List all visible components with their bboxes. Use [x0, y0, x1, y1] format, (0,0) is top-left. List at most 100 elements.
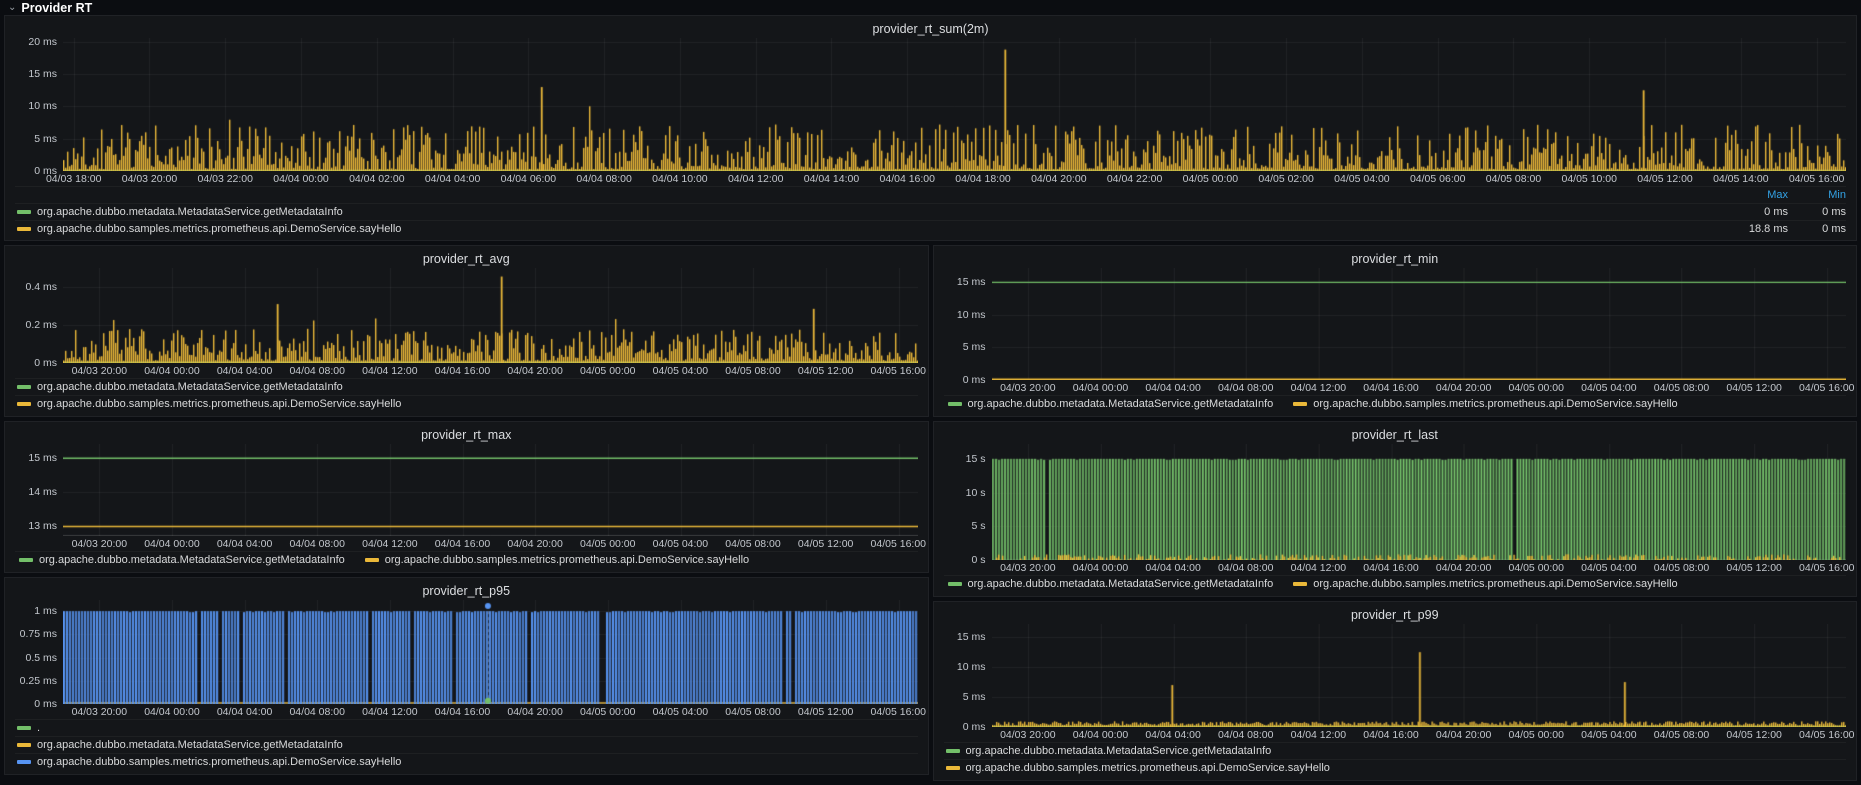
legend-color-swatch[interactable]	[17, 743, 31, 747]
legend-series-label[interactable]: org.apache.dubbo.samples.metrics.prometh…	[37, 223, 1730, 235]
legend-series-label[interactable]: org.apache.dubbo.metadata.MetadataServic…	[37, 206, 1730, 218]
y-axis-tick-label: 0 ms	[963, 373, 986, 387]
x-axis-tick-label: 04/05 08:00	[725, 538, 780, 550]
chart-plot-area[interactable]	[992, 624, 1847, 727]
x-axis-tick-label: 04/04 04:00	[217, 365, 272, 377]
chart-plot-area[interactable]	[63, 268, 918, 363]
legend-series-label[interactable]: .	[37, 722, 40, 734]
row-header-provider-rt[interactable]: ⌄ Provider RT	[4, 0, 1857, 15]
legend-color-swatch[interactable]	[948, 582, 962, 586]
x-axis: 04/03 20:0004/04 00:0004/04 04:0004/04 0…	[63, 704, 918, 719]
chart-canvas[interactable]	[63, 38, 1846, 171]
y-axis-tick-label: 14 ms	[28, 485, 57, 499]
legend-color-swatch[interactable]	[17, 227, 31, 231]
panel-title[interactable]: provider_rt_last	[944, 426, 1847, 444]
legend-sort-min[interactable]: Min	[1788, 189, 1846, 201]
y-axis-tick-label: 0 s	[971, 553, 985, 567]
legend-series-label[interactable]: org.apache.dubbo.samples.metrics.prometh…	[37, 398, 401, 410]
x-axis-tick-label: 04/05 08:00	[1654, 382, 1709, 394]
y-axis-tick-label: 15 ms	[957, 630, 986, 644]
x-axis-tick-label: 04/04 12:00	[1291, 729, 1346, 741]
x-axis-tick-label: 04/05 00:00	[580, 365, 635, 377]
x-axis-tick-label: 04/04 16:00	[880, 173, 935, 185]
x-axis-tick-label: 04/05 16:00	[871, 365, 926, 377]
x-axis-tick-label: 04/04 04:00	[425, 173, 480, 185]
legend-color-swatch[interactable]	[1293, 582, 1307, 586]
panel-provider-rt-p95: provider_rt_p95 1 ms0.75 ms0.5 ms0.25 ms…	[4, 577, 929, 775]
legend-color-swatch[interactable]	[17, 726, 31, 730]
legend-series-label[interactable]: org.apache.dubbo.metadata.MetadataServic…	[968, 578, 1274, 590]
legend-item: org.apache.dubbo.samples.metrics.prometh…	[1291, 398, 1677, 410]
y-axis-tick-label: 15 s	[966, 452, 986, 466]
legend-series-label[interactable]: org.apache.dubbo.samples.metrics.prometh…	[1313, 398, 1677, 410]
x-axis-tick-label: 04/03 20:00	[1000, 729, 1055, 741]
legend-color-swatch[interactable]	[17, 385, 31, 389]
x-axis-tick-label: 04/05 04:00	[653, 365, 708, 377]
legend-series-value: 0 ms	[1788, 223, 1846, 235]
legend-series-label[interactable]: org.apache.dubbo.samples.metrics.prometh…	[37, 756, 401, 768]
legend-series-label[interactable]: org.apache.dubbo.metadata.MetadataServic…	[39, 554, 345, 566]
x-axis-tick-label: 04/03 20:00	[72, 365, 127, 377]
legend-series-label[interactable]: org.apache.dubbo.metadata.MetadataServic…	[37, 381, 343, 393]
x-axis-tick-label: 04/05 12:00	[1726, 382, 1781, 394]
chart-canvas[interactable]	[63, 268, 918, 363]
legend-color-swatch[interactable]	[19, 558, 33, 562]
legend-series-label[interactable]: org.apache.dubbo.samples.metrics.prometh…	[1313, 578, 1677, 590]
x-axis-tick-label: 04/05 14:00	[1713, 173, 1768, 185]
legend-item: org.apache.dubbo.samples.metrics.prometh…	[363, 554, 749, 566]
panel-title[interactable]: provider_rt_sum(2m)	[15, 20, 1846, 38]
x-axis-tick-label: 04/05 04:00	[1581, 729, 1636, 741]
panel-provider-rt-max: provider_rt_max 15 ms14 ms13 ms 04/03 20…	[4, 421, 929, 573]
panel-title[interactable]: provider_rt_max	[15, 426, 918, 444]
panel-title[interactable]: provider_rt_min	[944, 250, 1847, 268]
x-axis-tick-label: 04/05 12:00	[798, 706, 853, 718]
x-axis-tick-label: 04/04 04:00	[217, 538, 272, 550]
panel-provider-rt-last: provider_rt_last 15 s10 s5 s0 s 04/03 20…	[933, 421, 1858, 597]
y-axis: 15 ms10 ms5 ms0 ms	[944, 268, 992, 380]
legend-color-swatch[interactable]	[17, 760, 31, 764]
legend-color-swatch[interactable]	[946, 749, 960, 753]
legend-item: org.apache.dubbo.metadata.MetadataServic…	[15, 736, 918, 753]
x-axis-tick-label: 04/04 08:00	[1218, 382, 1273, 394]
legend-series-label[interactable]: org.apache.dubbo.samples.metrics.prometh…	[385, 554, 749, 566]
legend-item: org.apache.dubbo.samples.metrics.prometh…	[15, 395, 918, 412]
chart-plot-area[interactable]	[63, 38, 1846, 171]
x-axis-tick-label: 04/04 16:00	[435, 538, 490, 550]
chart-canvas[interactable]	[992, 444, 1847, 560]
legend-series-label[interactable]: org.apache.dubbo.metadata.MetadataServic…	[968, 398, 1274, 410]
panel-title[interactable]: provider_rt_avg	[15, 250, 918, 268]
legend-color-swatch[interactable]	[17, 402, 31, 406]
chevron-down-icon: ⌄	[8, 3, 16, 13]
y-axis-tick-label: 0.2 ms	[25, 318, 57, 332]
chart-plot-area[interactable]	[63, 444, 918, 536]
chart-canvas[interactable]	[992, 624, 1847, 727]
panel-provider-rt-sum-2m: provider_rt_sum(2m) 20 ms15 ms10 ms5 ms0…	[4, 15, 1857, 241]
legend-color-swatch[interactable]	[365, 558, 379, 562]
y-axis-tick-label: 0.25 ms	[20, 674, 57, 688]
chart-canvas[interactable]	[992, 268, 1847, 380]
y-axis-tick-label: 0 ms	[34, 697, 57, 711]
legend-series-label[interactable]: org.apache.dubbo.samples.metrics.prometh…	[966, 762, 1330, 774]
x-axis-tick-label: 04/04 20:00	[1436, 562, 1491, 574]
legend-series-label[interactable]: org.apache.dubbo.metadata.MetadataServic…	[966, 745, 1272, 757]
panel-title[interactable]: provider_rt_p95	[15, 582, 918, 600]
chart-canvas[interactable]	[63, 444, 918, 536]
legend-color-swatch[interactable]	[17, 210, 31, 214]
chart-plot-area[interactable]	[992, 444, 1847, 560]
legend-series-label[interactable]: org.apache.dubbo.metadata.MetadataServic…	[37, 739, 343, 751]
chart-plot-area[interactable]	[63, 600, 918, 704]
x-axis-tick-label: 04/05 06:00	[1410, 173, 1465, 185]
chart-canvas[interactable]	[63, 600, 918, 704]
legend: org.apache.dubbo.metadata.MetadataServic…	[944, 742, 1847, 776]
left-column: provider_rt_avg 0.4 ms0.2 ms0 ms 04/03 2…	[4, 245, 929, 779]
legend-color-swatch[interactable]	[948, 402, 962, 406]
legend-item: org.apache.dubbo.metadata.MetadataServic…	[17, 554, 345, 566]
y-axis: 15 ms10 ms5 ms0 ms	[944, 624, 992, 727]
legend-sort-max[interactable]: Max	[1730, 189, 1788, 201]
chart-plot-area[interactable]	[992, 268, 1847, 380]
legend-color-swatch[interactable]	[1293, 402, 1307, 406]
panel-title[interactable]: provider_rt_p99	[944, 606, 1847, 624]
panel-provider-rt-avg: provider_rt_avg 0.4 ms0.2 ms0 ms 04/03 2…	[4, 245, 929, 417]
legend-color-swatch[interactable]	[946, 766, 960, 770]
y-axis-tick-label: 5 ms	[963, 690, 986, 704]
